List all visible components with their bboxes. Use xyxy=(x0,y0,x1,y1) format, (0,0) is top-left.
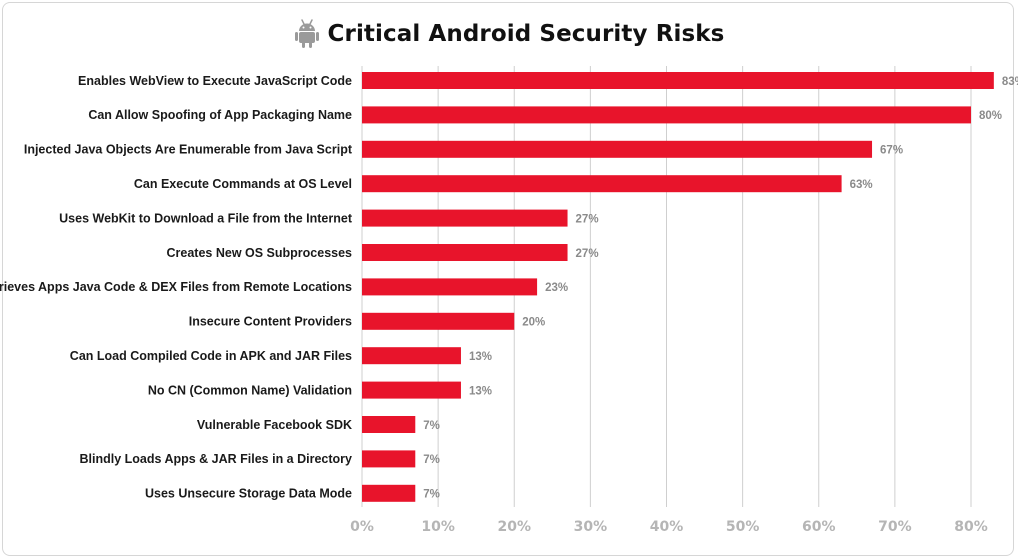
category-label: Enables WebView to Execute JavaScript Co… xyxy=(78,74,352,88)
value-label: 67% xyxy=(880,145,903,157)
bar xyxy=(362,312,515,330)
category-label: Injected Java Objects Are Enumerable fro… xyxy=(24,143,353,157)
value-label: 7% xyxy=(423,454,440,466)
category-labels: Enables WebView to Execute JavaScript Co… xyxy=(0,74,353,501)
x-tick-label: 60% xyxy=(802,519,836,535)
category-label: Can Execute Commands at OS Level xyxy=(134,177,352,191)
category-label: Vulnerable Facebook SDK xyxy=(197,418,352,432)
value-label: 13% xyxy=(469,385,492,397)
x-tick-label: 70% xyxy=(878,519,912,535)
x-axis-ticks: 0% 10% 20% 30% 40% 50% 60% 70% 80% xyxy=(350,519,988,535)
category-label: No CN (Common Name) Validation xyxy=(148,383,352,397)
value-label: 80% xyxy=(979,110,1002,122)
bar xyxy=(362,140,873,158)
value-labels: 83% 80% 67% 63% 27% 27% 23% 20% 13% 13% 7% 7% 7% xyxy=(423,76,1018,501)
value-label: 7% xyxy=(423,420,440,432)
bar xyxy=(362,175,842,193)
category-label: Retrieves Apps Java Code & DEX Files fro… xyxy=(0,280,352,294)
bar xyxy=(362,450,416,468)
value-label: 83% xyxy=(1002,76,1018,88)
value-label: 27% xyxy=(576,213,599,225)
x-tick-label: 10% xyxy=(421,519,455,535)
bar xyxy=(362,244,568,261)
chart-title: Critical Android Security Risks xyxy=(327,21,725,47)
value-label: 7% xyxy=(423,489,440,501)
bar xyxy=(362,278,538,296)
bar xyxy=(362,381,461,399)
bars xyxy=(362,72,994,502)
category-label: Blindly Loads Apps & JAR Files in a Dire… xyxy=(79,452,352,466)
category-label: Uses Unsecure Storage Data Mode xyxy=(145,487,352,501)
value-label: 13% xyxy=(469,351,492,363)
x-tick-label: 50% xyxy=(726,519,760,535)
value-label: 20% xyxy=(522,317,545,329)
category-label: Uses WebKit to Download a File from the … xyxy=(59,211,353,225)
bar xyxy=(362,72,994,89)
bar xyxy=(362,106,971,124)
x-tick-label: 30% xyxy=(574,519,608,535)
android-icon xyxy=(294,19,319,48)
category-label: Creates New OS Subprocesses xyxy=(167,246,353,260)
value-label: 27% xyxy=(576,248,599,260)
category-label: Insecure Content Providers xyxy=(189,315,352,329)
category-label: Can Load Compiled Code in APK and JAR Fi… xyxy=(70,349,352,363)
x-tick-label: 20% xyxy=(497,519,531,535)
bar xyxy=(362,209,568,227)
chart-header: Critical Android Security Risks xyxy=(0,14,1018,54)
x-tick-label: 0% xyxy=(350,519,374,535)
bar xyxy=(362,484,416,502)
bar xyxy=(362,416,416,433)
bar xyxy=(362,347,461,365)
x-tick-label: 80% xyxy=(954,519,988,535)
x-tick-label: 40% xyxy=(650,519,684,535)
value-label: 63% xyxy=(850,179,873,191)
value-label: 23% xyxy=(545,282,568,294)
category-label: Can Allow Spoofing of App Packaging Name xyxy=(88,108,352,122)
